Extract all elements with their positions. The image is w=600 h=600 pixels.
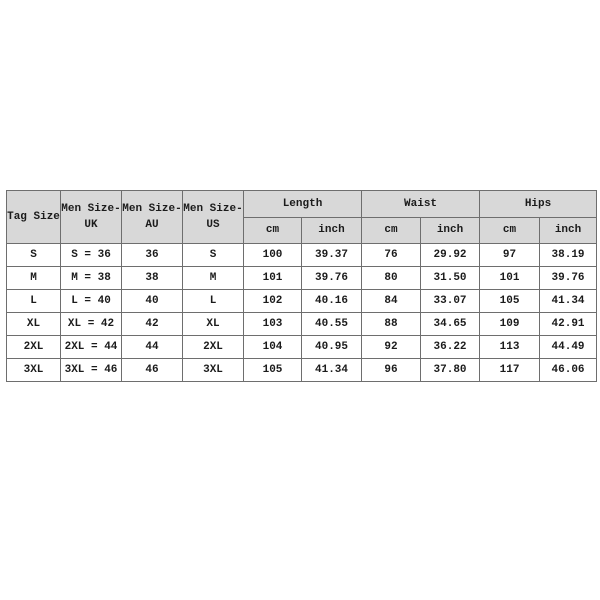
size-chart-table: Tag Size Men Size-UK Men Size-AU Men Siz… bbox=[6, 190, 598, 382]
header-row-units: cm inch cm inch cm inch bbox=[7, 217, 598, 244]
cell-length-inch: 39.37 bbox=[300, 243, 363, 267]
cell-hips-cm: 101 bbox=[479, 266, 541, 290]
cell-us: XL bbox=[182, 312, 244, 336]
cell-uk: XL = 42 bbox=[60, 312, 122, 336]
cell-tag: S bbox=[6, 243, 61, 267]
cell-hips-cm: 113 bbox=[479, 335, 541, 359]
cell-us: M bbox=[182, 266, 244, 290]
cell-us: 3XL bbox=[182, 358, 244, 382]
table-row-m: M M = 38 38 M 101 39.76 80 31.50 101 39.… bbox=[6, 266, 598, 290]
table-row-xl: XL XL = 42 42 XL 103 40.55 88 34.65 109 … bbox=[6, 312, 598, 336]
cell-waist-inch: 33.07 bbox=[420, 289, 481, 313]
cell-uk: 3XL = 46 bbox=[60, 358, 122, 382]
cell-hips-inch: 38.19 bbox=[539, 243, 598, 267]
cell-tag: 3XL bbox=[6, 358, 61, 382]
cell-au: 44 bbox=[121, 335, 183, 359]
cell-waist-inch: 36.22 bbox=[420, 335, 481, 359]
header-length-cm: cm bbox=[243, 217, 302, 244]
cell-tag: 2XL bbox=[6, 335, 61, 359]
header-hips-cm: cm bbox=[479, 217, 541, 244]
header-men-size-uk: Men Size-UK bbox=[60, 190, 122, 244]
header-group-hips: Hips bbox=[479, 190, 598, 218]
cell-tag: XL bbox=[6, 312, 61, 336]
cell-hips-inch: 41.34 bbox=[539, 289, 598, 313]
cell-uk: L = 40 bbox=[60, 289, 122, 313]
cell-length-inch: 40.16 bbox=[300, 289, 363, 313]
cell-hips-inch: 42.91 bbox=[539, 312, 598, 336]
cell-hips-inch: 39.76 bbox=[539, 266, 598, 290]
cell-hips-cm: 105 bbox=[479, 289, 541, 313]
cell-us: S bbox=[182, 243, 244, 267]
cell-length-inch: 40.55 bbox=[300, 312, 363, 336]
header-group-length: Length bbox=[242, 190, 363, 218]
cell-uk: M = 38 bbox=[60, 266, 122, 290]
cell-waist-cm: 76 bbox=[361, 243, 422, 267]
cell-us: L bbox=[182, 289, 244, 313]
header-hips-inch: inch bbox=[539, 217, 598, 244]
cell-tag: M bbox=[6, 266, 61, 290]
cell-waist-cm: 88 bbox=[361, 312, 422, 336]
cell-hips-cm: 97 bbox=[479, 243, 541, 267]
header-waist-inch: inch bbox=[420, 217, 481, 244]
header-men-size-us: Men Size-US bbox=[182, 190, 244, 244]
cell-waist-cm: 84 bbox=[361, 289, 422, 313]
cell-waist-inch: 34.65 bbox=[420, 312, 481, 336]
cell-us: 2XL bbox=[182, 335, 244, 359]
cell-au: 42 bbox=[121, 312, 183, 336]
header-men-size-au: Men Size-AU bbox=[121, 190, 183, 244]
cell-uk: 2XL = 44 bbox=[60, 335, 122, 359]
cell-au: 36 bbox=[121, 243, 183, 267]
header-group-waist: Waist bbox=[361, 190, 481, 218]
header-tag-size: Tag Size bbox=[6, 190, 61, 244]
cell-au: 40 bbox=[121, 289, 183, 313]
cell-length-cm: 101 bbox=[243, 266, 302, 290]
table-row-2xl: 2XL 2XL = 44 44 2XL 104 40.95 92 36.22 1… bbox=[6, 335, 598, 359]
cell-uk: S = 36 bbox=[60, 243, 122, 267]
size-chart-container: Tag Size Men Size-UK Men Size-AU Men Siz… bbox=[6, 190, 598, 382]
cell-waist-inch: 31.50 bbox=[420, 266, 481, 290]
cell-length-inch: 39.76 bbox=[300, 266, 363, 290]
header-length-inch: inch bbox=[300, 217, 363, 244]
cell-hips-inch: 44.49 bbox=[539, 335, 598, 359]
cell-length-cm: 100 bbox=[243, 243, 302, 267]
cell-length-cm: 103 bbox=[243, 312, 302, 336]
cell-waist-cm: 92 bbox=[361, 335, 422, 359]
cell-length-inch: 40.95 bbox=[300, 335, 363, 359]
cell-length-cm: 104 bbox=[243, 335, 302, 359]
cell-waist-inch: 37.80 bbox=[420, 358, 481, 382]
cell-hips-cm: 109 bbox=[479, 312, 541, 336]
cell-tag: L bbox=[6, 289, 61, 313]
header-row-groups: Tag Size Men Size-UK Men Size-AU Men Siz… bbox=[6, 190, 598, 244]
cell-hips-inch: 46.06 bbox=[539, 358, 598, 382]
cell-au: 46 bbox=[121, 358, 183, 382]
table-row-s: S S = 36 36 S 100 39.37 76 29.92 97 38.1… bbox=[6, 243, 598, 267]
table-row-3xl: 3XL 3XL = 46 46 3XL 105 41.34 96 37.80 1… bbox=[6, 358, 598, 382]
cell-waist-cm: 80 bbox=[361, 266, 422, 290]
cell-length-cm: 105 bbox=[243, 358, 302, 382]
cell-waist-cm: 96 bbox=[361, 358, 422, 382]
cell-waist-inch: 29.92 bbox=[420, 243, 481, 267]
cell-length-inch: 41.34 bbox=[300, 358, 363, 382]
cell-au: 38 bbox=[121, 266, 183, 290]
cell-hips-cm: 117 bbox=[479, 358, 541, 382]
cell-length-cm: 102 bbox=[243, 289, 302, 313]
table-row-l: L L = 40 40 L 102 40.16 84 33.07 105 41.… bbox=[6, 289, 598, 313]
header-waist-cm: cm bbox=[361, 217, 422, 244]
